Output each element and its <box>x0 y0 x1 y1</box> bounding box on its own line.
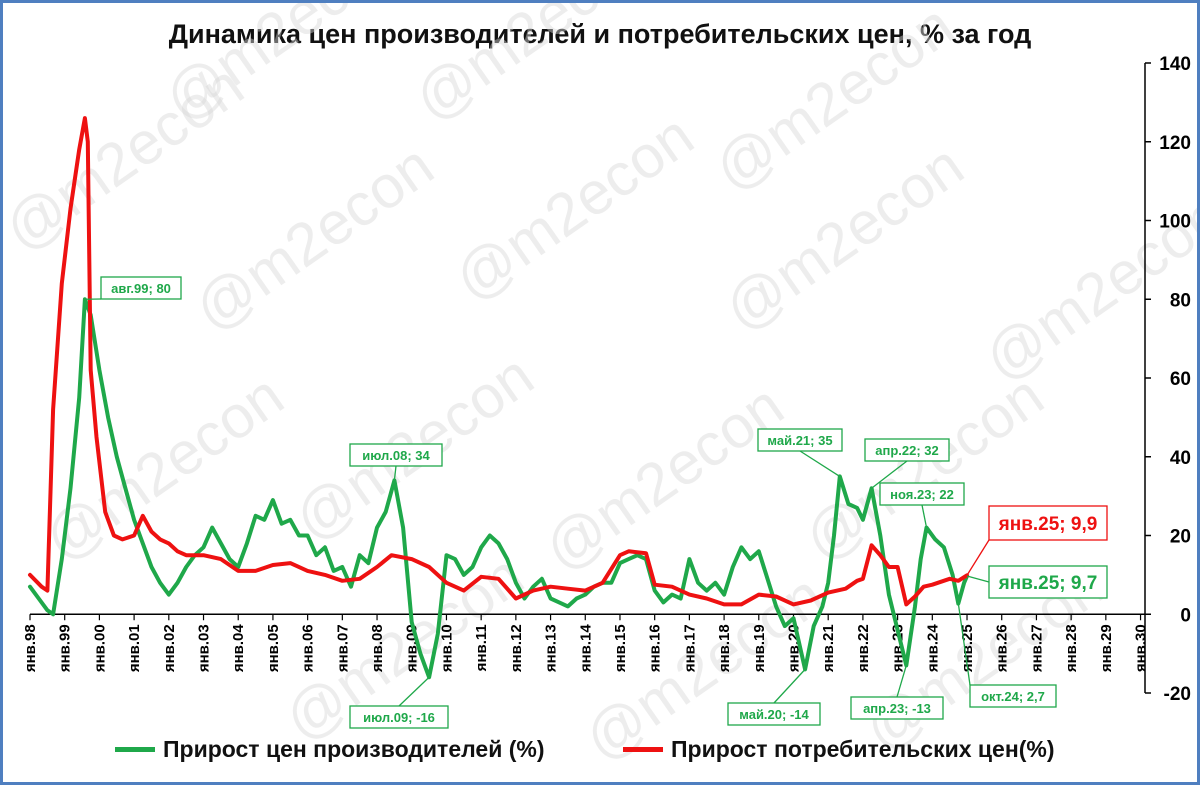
annotation-box <box>757 428 843 452</box>
annotation-box <box>879 482 965 506</box>
annotation-leader <box>393 465 397 481</box>
x-tick-label: янв.17 <box>681 624 698 672</box>
x-tick-label: янв.02 <box>161 624 178 672</box>
legend-item-producer: Прирост цен производителей (%) <box>115 736 545 763</box>
annotation-leader <box>966 539 990 576</box>
annotation-leader <box>966 575 990 583</box>
x-tick-label: янв.06 <box>300 624 317 672</box>
x-tick-label: янв.19 <box>751 624 768 672</box>
y-tick-label: 0 <box>1180 605 1191 626</box>
chart-title: Динамика цен производителей и потребител… <box>168 19 1032 49</box>
annotation-leader <box>921 504 928 528</box>
x-tick-label: янв.21 <box>820 624 837 672</box>
x-tick-label: янв.12 <box>508 624 525 672</box>
x-tick-label: янв.05 <box>265 624 282 672</box>
x-tick-label: янв.11 <box>473 624 490 671</box>
x-tick-label: янв.10 <box>438 624 455 672</box>
annotation-label: янв.25; 9,7 <box>998 573 1098 594</box>
x-tick-label: янв.26 <box>994 624 1011 672</box>
series-layer <box>28 116 969 680</box>
x-tick-label: янв.23 <box>890 624 907 672</box>
annotation-leader <box>799 450 841 477</box>
x-tick-label: янв.15 <box>612 624 629 672</box>
y-tick-label: 120 <box>1159 133 1191 154</box>
watermark-text: @m2econ <box>182 131 445 343</box>
watermark-text: @m2econ <box>442 101 705 313</box>
y-tick-label: 40 <box>1170 448 1191 469</box>
annotation-box <box>349 705 449 729</box>
legend-swatch-producer <box>115 747 155 752</box>
x-tick-label: янв.08 <box>369 624 386 672</box>
annotation-leader <box>773 668 806 704</box>
annotation-box <box>988 565 1108 599</box>
annotation-box <box>864 438 950 462</box>
y-tick-label: 140 <box>1159 54 1191 75</box>
x-tick-label: янв.00 <box>91 624 108 672</box>
x-tick-label: янв.01 <box>126 624 143 672</box>
y-tick-label: -20 <box>1164 684 1191 705</box>
y-tick-label: 100 <box>1159 212 1191 233</box>
annotation-label: апр.22; 32 <box>875 443 939 458</box>
x-tick-label: янв.30 <box>1133 624 1150 672</box>
annotation-layer: авг.99; 80 июл.08; 34 июл.09; -16 май.20; -… <box>84 276 1108 729</box>
y-tick-label: 20 <box>1170 527 1191 548</box>
annotation-label: окт.24; 2,7 <box>981 689 1045 704</box>
annotation-box <box>988 505 1108 541</box>
annotation-box <box>100 276 182 300</box>
x-tick-label: янв.98 <box>22 624 39 672</box>
x-tick-label: янв.14 <box>577 624 594 673</box>
x-tick-label: янв.28 <box>1063 624 1080 672</box>
annotation-leader <box>871 460 908 489</box>
legend: Прирост цен производителей (%) Прирост п… <box>3 736 1197 776</box>
x-tick-label: янв.27 <box>1028 624 1045 672</box>
x-tick-label: янв.22 <box>855 624 872 672</box>
x-tick-label: янв.03 <box>196 624 213 672</box>
annotation-label: май.20; -14 <box>739 707 809 722</box>
x-tick-label: янв.04 <box>230 624 247 673</box>
series-line-consumer <box>28 116 969 607</box>
y-tick-label: 80 <box>1170 290 1191 311</box>
annotation-label: июл.08; 34 <box>362 448 430 463</box>
y-tick-label: 60 <box>1170 369 1191 390</box>
annotation-label: ноя.23; 22 <box>890 487 954 502</box>
annotation-label: авг.99; 80 <box>111 281 171 296</box>
annotation-box <box>850 696 944 720</box>
legend-label-consumer: Прирост потребительских цен(%) <box>671 736 1055 762</box>
x-tick-label: янв.13 <box>543 624 560 672</box>
x-tick-label: янв.29 <box>1098 624 1115 672</box>
annotation-box <box>969 684 1057 708</box>
x-tick-label: янв.24 <box>924 624 941 673</box>
watermark-text: @m2econ <box>402 3 665 134</box>
annotation-box <box>727 702 821 726</box>
annotation-leader <box>957 603 971 686</box>
legend-swatch-consumer <box>623 747 663 752</box>
annotation-label: янв.25; 9,9 <box>998 514 1098 535</box>
annotation-box <box>349 443 443 467</box>
watermark-layer: @m2econ@m2econ@m2econ @m2econ@m2econ@m2ec… <box>3 3 1197 774</box>
watermark-text: @m2econ <box>152 3 415 134</box>
x-tick-label: янв.18 <box>716 624 733 672</box>
annotation-label: май.21; 35 <box>767 433 832 448</box>
x-tick-label: янв.99 <box>57 624 74 672</box>
legend-label-producer: Прирост цен производителей (%) <box>163 736 545 762</box>
line-chart: @m2econ@m2econ@m2econ @m2econ@m2econ@m2ec… <box>3 3 1197 774</box>
x-tick-label: янв.16 <box>647 624 664 672</box>
series-line-producer <box>28 297 969 680</box>
annotation-label: июл.09; -16 <box>363 710 435 725</box>
legend-item-consumer: Прирост потребительских цен(%) <box>623 736 1055 763</box>
annotation-leader <box>896 665 907 698</box>
annotation-label: апр.23; -13 <box>863 701 931 716</box>
x-tick-label: янв.07 <box>334 624 351 672</box>
annotation-leader <box>398 676 430 707</box>
axes-layer: -20 0 20 40 60 80 100 120 140 янв.98 янв.99 янв.00 я… <box>22 54 1191 705</box>
